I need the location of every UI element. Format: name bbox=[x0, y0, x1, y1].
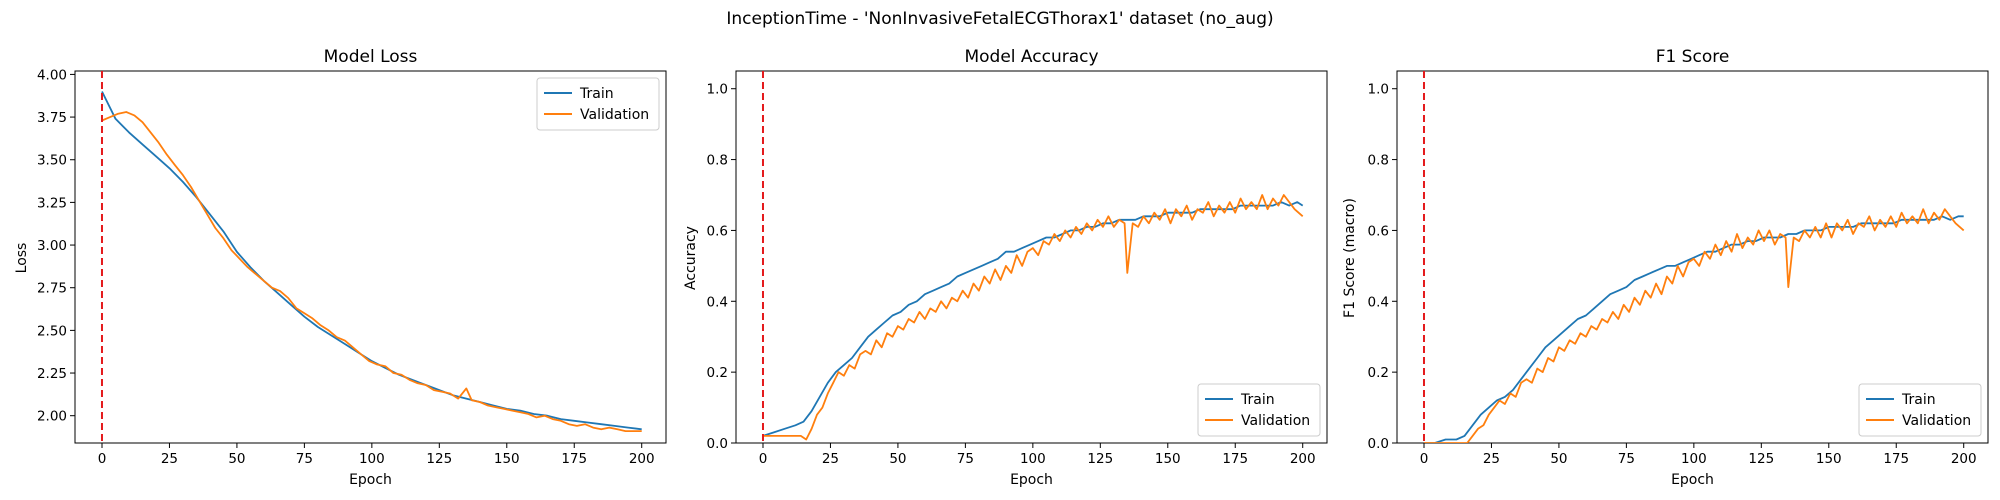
accuracy-y-tick-label: 0.0 bbox=[707, 436, 728, 452]
f1-y-tick-label: 0.4 bbox=[1368, 294, 1389, 310]
accuracy-y-tick-label: 0.8 bbox=[707, 153, 728, 169]
panel-loss: Model Loss Epoch Loss 0 25 50 75 100 125 150 17… bbox=[14, 47, 667, 488]
loss-y-tick-label: 2.75 bbox=[37, 281, 67, 297]
loss-plot-area: 0 25 50 75 100 125 150 175 200 2.00 2.25 2.50 2.75 3.… bbox=[37, 67, 667, 467]
loss-y-tick-label: 3.00 bbox=[37, 238, 67, 254]
loss-y-axis-label: Loss bbox=[14, 243, 30, 274]
f1-axes-frame bbox=[1396, 70, 1989, 444]
accuracy-x-tick-label: 25 bbox=[822, 451, 839, 467]
loss-y-tick-label: 2.50 bbox=[37, 323, 67, 339]
f1-y-tick-label: 0.0 bbox=[1368, 436, 1389, 452]
accuracy-axes-frame bbox=[735, 70, 1328, 444]
loss-x-tick-label: 50 bbox=[228, 451, 245, 467]
f1-legend-box bbox=[1858, 383, 1982, 437]
f1-y-tick-label: 0.6 bbox=[1368, 223, 1389, 239]
f1-x-tick-label: 50 bbox=[1550, 451, 1567, 467]
f1-x-axis-label: Epoch bbox=[1671, 472, 1714, 488]
accuracy-x-tick-label: 100 bbox=[1020, 451, 1046, 467]
f1-x-tick-label: 150 bbox=[1816, 451, 1842, 467]
loss-y-tick-label: 3.50 bbox=[37, 153, 67, 169]
loss-y-tick-label: 4.00 bbox=[37, 67, 67, 83]
f1-y-tick-label: 0.2 bbox=[1368, 365, 1389, 381]
accuracy-x-tick-label: 175 bbox=[1222, 451, 1248, 467]
f1-legend-validation-label: Validation bbox=[1902, 413, 1971, 429]
accuracy-x-tick-label: 75 bbox=[957, 451, 974, 467]
figure-title: InceptionTime - 'NonInvasiveFetalECGThor… bbox=[726, 9, 1273, 29]
f1-x-tick-label: 0 bbox=[1420, 451, 1429, 467]
f1-legend-train-label: Train bbox=[1901, 392, 1936, 408]
loss-x-axis-label: Epoch bbox=[349, 472, 392, 488]
loss-x-tick-label: 200 bbox=[629, 451, 655, 467]
f1-y-axis-label: F1 Score (macro) bbox=[1342, 198, 1358, 318]
loss-y-tick-label: 3.75 bbox=[37, 110, 67, 126]
loss-axes-frame bbox=[74, 70, 667, 444]
loss-y-tick-label: 2.00 bbox=[37, 409, 67, 425]
accuracy-x-axis-label: Epoch bbox=[1010, 472, 1053, 488]
f1-series-validation-line bbox=[1424, 208, 1965, 443]
accuracy-legend-validation-label: Validation bbox=[1241, 413, 1310, 429]
accuracy-y-tick-label: 0.4 bbox=[707, 294, 728, 310]
loss-y-tick-label: 2.25 bbox=[37, 366, 67, 382]
f1-x-tick-label: 125 bbox=[1748, 451, 1774, 467]
f1-x-tick-label: 75 bbox=[1618, 451, 1635, 467]
loss-series-validation-line bbox=[101, 111, 642, 433]
accuracy-y-tick-label: 1.0 bbox=[707, 82, 728, 98]
loss-x-tick-label: 100 bbox=[359, 451, 385, 467]
f1-chart-title: F1 Score bbox=[1656, 47, 1730, 67]
accuracy-plot-area: 0 25 50 75 100 125 150 175 200 0.0 0.2 0.4 0.6 0.8 1.0… bbox=[707, 70, 1328, 467]
f1-x-tick-label: 175 bbox=[1883, 451, 1909, 467]
loss-x-tick-label: 125 bbox=[426, 451, 452, 467]
f1-y-tick-label: 1.0 bbox=[1368, 82, 1389, 98]
accuracy-chart-title: Model Accuracy bbox=[964, 47, 1098, 67]
f1-plot-area: 0 25 50 75 100 125 150 175 200 0.0 0.2 0.4 0.6 0.8 1.0… bbox=[1368, 70, 1989, 467]
f1-y-tick-label: 0.8 bbox=[1368, 153, 1389, 169]
f1-x-tick-label: 200 bbox=[1951, 451, 1977, 467]
loss-chart-title: Model Loss bbox=[324, 47, 418, 67]
loss-legend-box bbox=[536, 77, 660, 131]
loss-legend-train-label: Train bbox=[579, 86, 614, 102]
loss-x-tick-label: 75 bbox=[296, 451, 313, 467]
loss-y-tick-label: 3.25 bbox=[37, 195, 67, 211]
loss-series-train-line bbox=[101, 91, 642, 431]
panel-accuracy: Model Accuracy Epoch Accuracy 0 25 50 75 100… bbox=[683, 47, 1328, 488]
accuracy-legend-box bbox=[1197, 383, 1321, 437]
f1-x-tick-label: 100 bbox=[1681, 451, 1707, 467]
loss-x-tick-label: 25 bbox=[161, 451, 178, 467]
loss-legend-validation-label: Validation bbox=[580, 107, 649, 123]
accuracy-x-tick-label: 0 bbox=[759, 451, 768, 467]
accuracy-x-tick-label: 200 bbox=[1290, 451, 1316, 467]
accuracy-y-tick-label: 0.6 bbox=[707, 223, 728, 239]
accuracy-legend-train-label: Train bbox=[1240, 392, 1275, 408]
accuracy-x-tick-label: 50 bbox=[889, 451, 906, 467]
panel-f1: F1 Score Epoch F1 Score (macro) 0 25 50 75 1… bbox=[1342, 47, 1989, 488]
loss-x-tick-label: 150 bbox=[494, 451, 520, 467]
f1-x-tick-label: 25 bbox=[1483, 451, 1500, 467]
accuracy-y-tick-label: 0.2 bbox=[707, 365, 728, 381]
accuracy-series-validation-line bbox=[763, 194, 1304, 441]
accuracy-x-tick-label: 150 bbox=[1155, 451, 1181, 467]
loss-x-tick-label: 0 bbox=[98, 451, 107, 467]
accuracy-x-tick-label: 125 bbox=[1087, 451, 1113, 467]
loss-x-tick-label: 175 bbox=[561, 451, 587, 467]
accuracy-y-axis-label: Accuracy bbox=[683, 226, 699, 290]
